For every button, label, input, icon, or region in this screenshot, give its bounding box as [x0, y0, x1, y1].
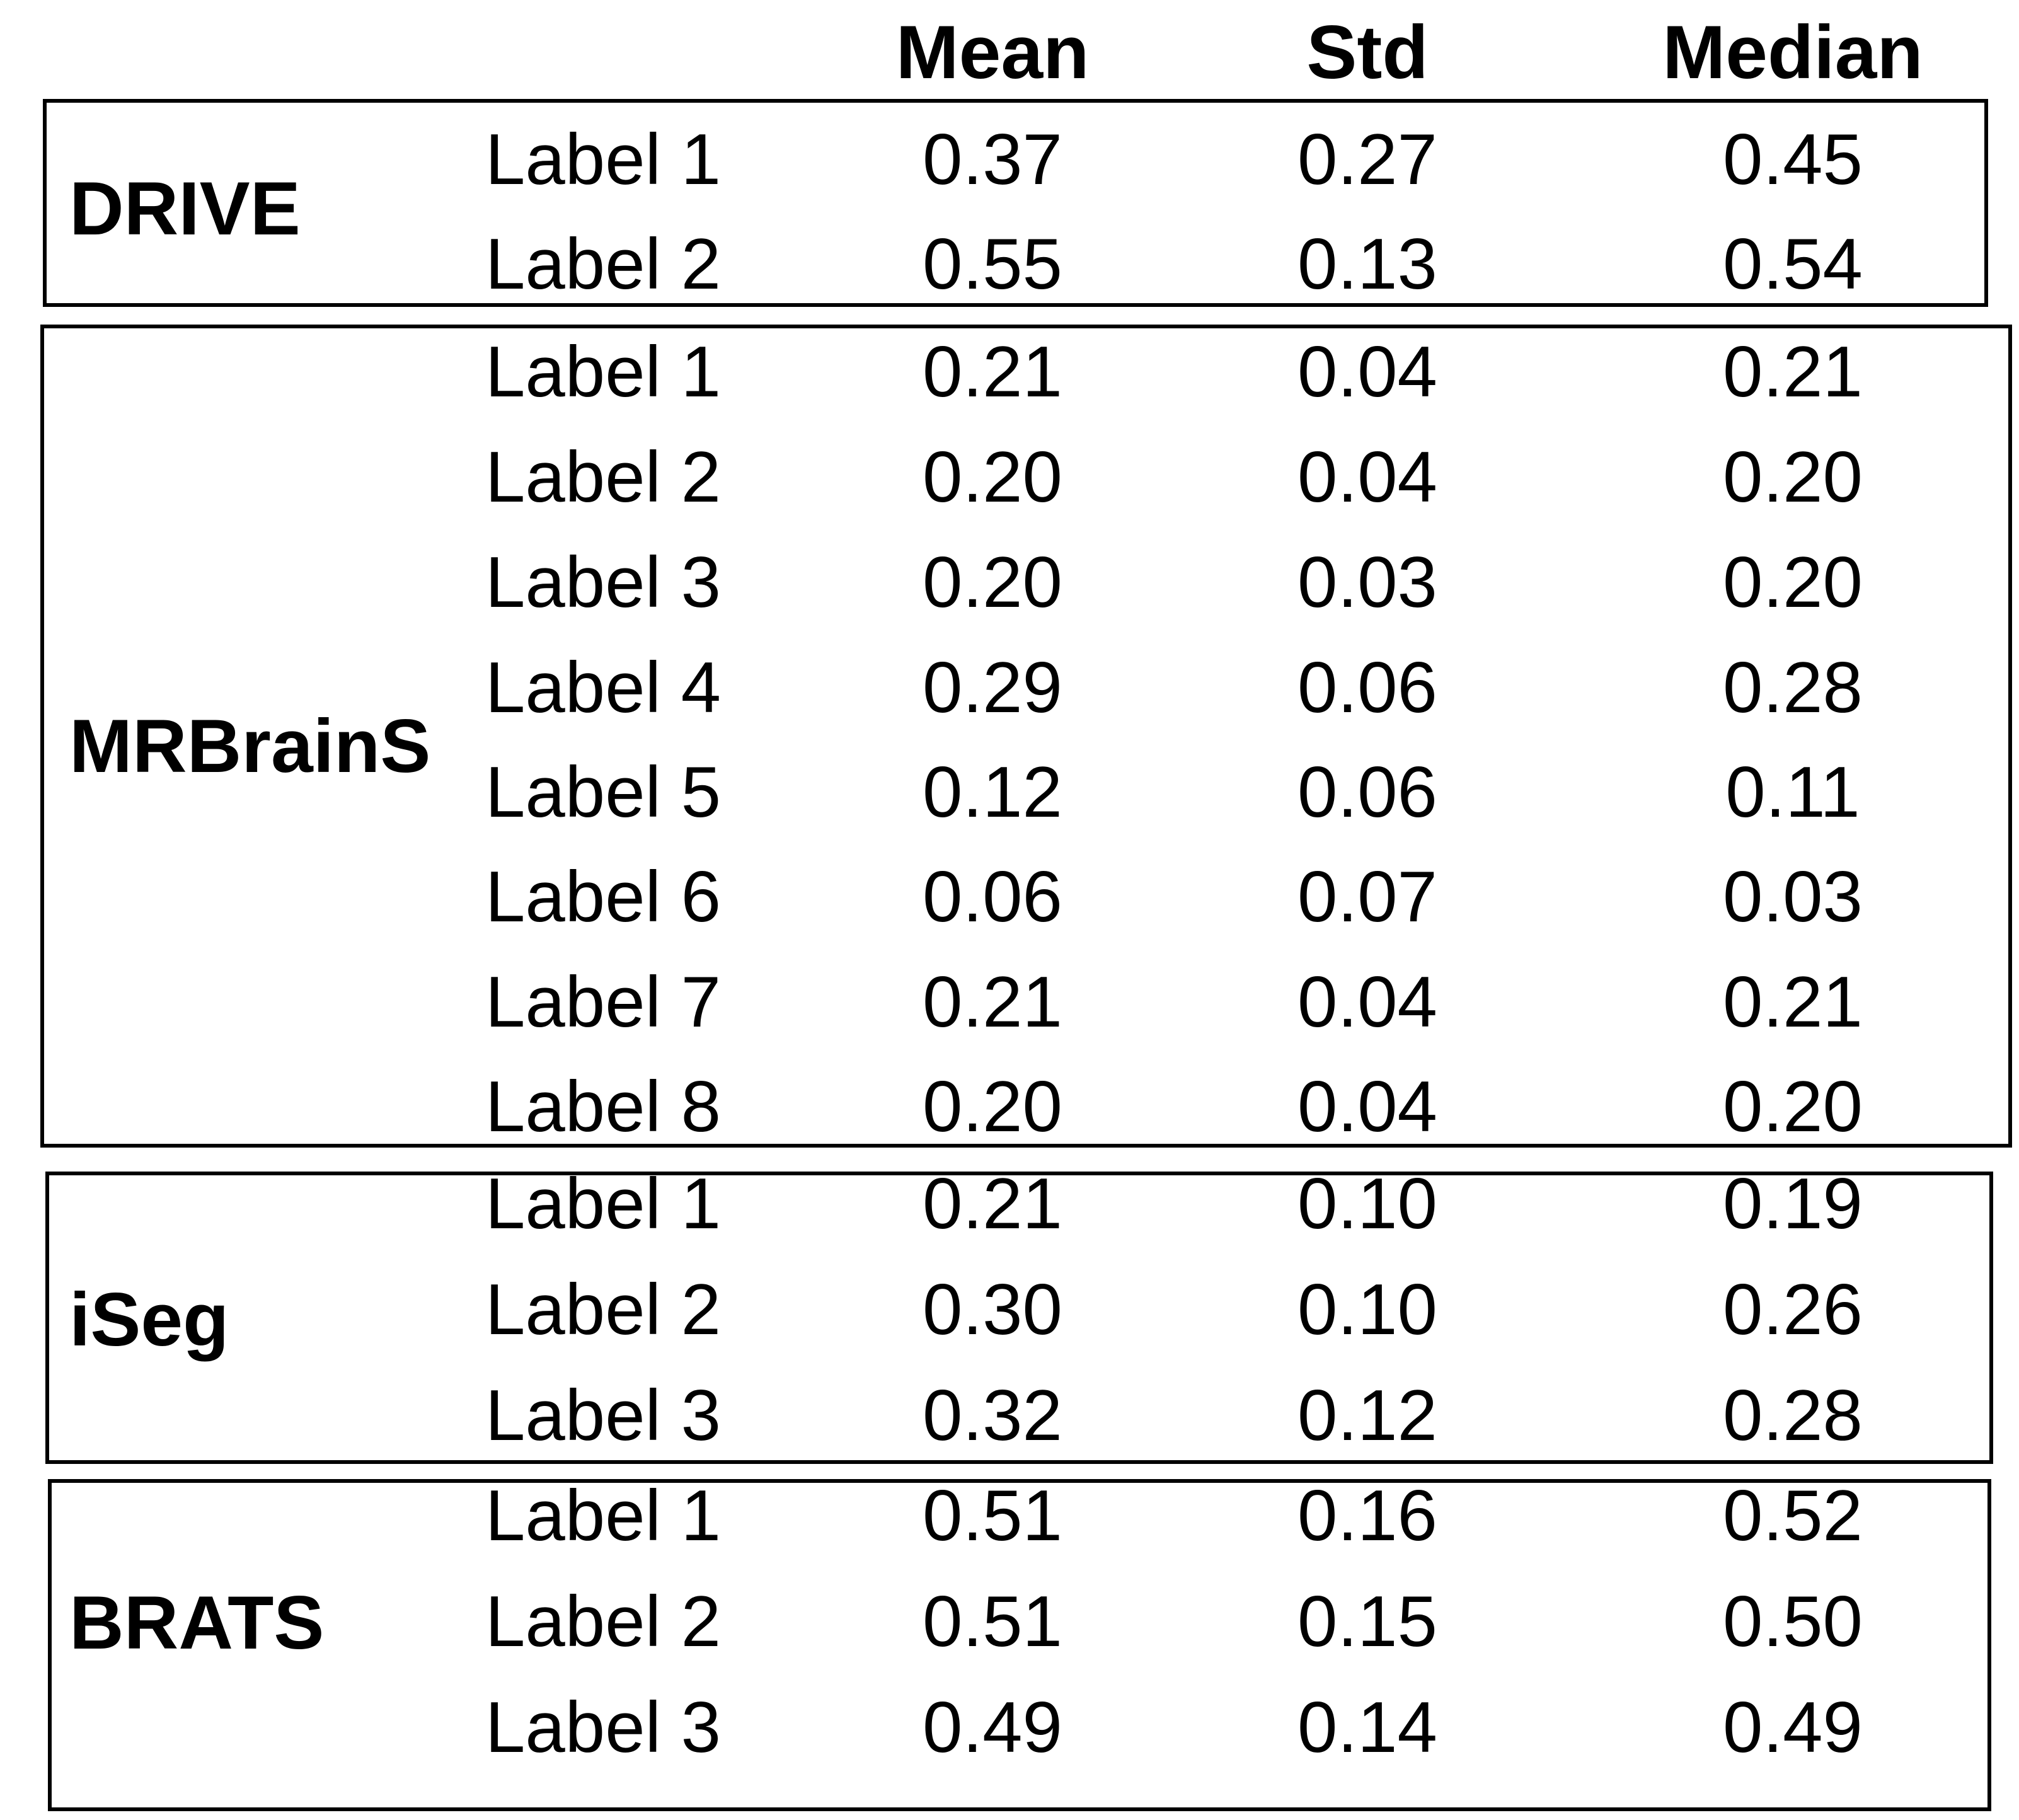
row-label-cell: Label 2	[485, 224, 722, 304]
mean-value: 0.20	[923, 543, 1062, 623]
median-value: 0.45	[1723, 120, 1863, 200]
median-value: 0.50	[1723, 1582, 1863, 1662]
std-value: 0.04	[1297, 332, 1437, 412]
dataset-name-drive: DRIVE	[69, 166, 301, 251]
median-value: 0.11	[1725, 752, 1860, 832]
std-value: 0.13	[1297, 224, 1437, 304]
row-label-cell: Label 3	[485, 543, 722, 623]
table-row: Label 1 0.21 0.10 0.19	[0, 1152, 2019, 1257]
table-row: Label 5 0.12 0.06 0.11	[0, 740, 2019, 845]
table-row: Label 8 0.20 0.04 0.20	[0, 1055, 2019, 1160]
group-box-iseg	[45, 1172, 1993, 1464]
row-label-cell: Label 5	[485, 752, 722, 832]
table-row: Label 2 0.30 0.10 0.26	[0, 1258, 2019, 1362]
median-value: 0.20	[1723, 543, 1863, 623]
row-label-cell: Label 2	[485, 1270, 722, 1350]
median-value: 0.21	[1723, 962, 1863, 1042]
dataset-name-iseg: iSeg	[69, 1277, 229, 1362]
median-value: 0.28	[1723, 648, 1863, 728]
column-header-std: Std	[1306, 10, 1429, 95]
row-label-cell: Label 1	[485, 1164, 722, 1244]
median-value: 0.03	[1723, 857, 1863, 937]
mean-value: 0.29	[923, 648, 1062, 728]
median-value: 0.20	[1723, 1067, 1863, 1147]
group-box-mrbrains	[40, 325, 2012, 1148]
median-value: 0.49	[1723, 1688, 1863, 1768]
dataset-name-mrbrains: MRBrainS	[69, 704, 431, 788]
std-value: 0.03	[1297, 543, 1437, 623]
mean-value: 0.21	[923, 962, 1062, 1042]
median-value: 0.54	[1723, 224, 1863, 304]
median-value: 0.26	[1723, 1270, 1863, 1350]
group-box-brats	[48, 1479, 1991, 1811]
mean-value: 0.49	[923, 1688, 1062, 1768]
std-value: 0.27	[1297, 120, 1437, 200]
std-value: 0.10	[1297, 1164, 1437, 1244]
table-row: Label 6 0.06 0.07 0.03	[0, 845, 2019, 950]
row-label-cell: Label 1	[485, 1476, 722, 1556]
mean-value: 0.21	[923, 332, 1062, 412]
table-row: Label 2 0.51 0.15 0.50	[0, 1570, 2019, 1674]
std-value: 0.16	[1297, 1476, 1437, 1556]
median-value: 0.28	[1723, 1376, 1863, 1456]
table-row: Label 1 0.37 0.27 0.45	[0, 108, 2019, 212]
median-value: 0.52	[1723, 1476, 1863, 1556]
group-box-drive	[43, 99, 1988, 307]
table-row: Label 2 0.55 0.13 0.54	[0, 212, 2019, 317]
table-row: Label 3 0.20 0.03 0.20	[0, 531, 2019, 635]
std-value: 0.15	[1297, 1582, 1437, 1662]
std-value: 0.06	[1297, 752, 1437, 832]
std-value: 0.14	[1297, 1688, 1437, 1768]
mean-value: 0.12	[923, 752, 1062, 832]
table-row: Label 4 0.29 0.06 0.28	[0, 636, 2019, 740]
median-value: 0.19	[1723, 1164, 1863, 1244]
row-label-cell: Label 2	[485, 1582, 722, 1662]
table-row: Label 1 0.51 0.16 0.52	[0, 1464, 2019, 1569]
median-value: 0.20	[1723, 437, 1863, 517]
std-value: 0.06	[1297, 648, 1437, 728]
mean-value: 0.06	[923, 857, 1062, 937]
row-label-cell: Label 3	[485, 1688, 722, 1768]
std-value: 0.04	[1297, 962, 1437, 1042]
mean-value: 0.51	[923, 1476, 1062, 1556]
row-label-cell: Label 4	[485, 648, 722, 728]
mean-value: 0.32	[923, 1376, 1062, 1456]
mean-value: 0.55	[923, 224, 1062, 304]
mean-value: 0.20	[923, 437, 1062, 517]
mean-value: 0.20	[923, 1067, 1062, 1147]
row-label-cell: Label 1	[485, 332, 722, 412]
std-value: 0.10	[1297, 1270, 1437, 1350]
row-label-cell: Label 6	[485, 857, 722, 937]
mean-value: 0.37	[923, 120, 1062, 200]
row-label-cell: Label 3	[485, 1376, 722, 1456]
std-value: 0.04	[1297, 437, 1437, 517]
mean-value: 0.51	[923, 1582, 1062, 1662]
table-row: Label 2 0.20 0.04 0.20	[0, 425, 2019, 530]
median-value: 0.21	[1723, 332, 1863, 412]
row-label-cell: Label 2	[485, 437, 722, 517]
row-label-cell: Label 8	[485, 1067, 722, 1147]
std-value: 0.07	[1297, 857, 1437, 937]
column-header-median: Median	[1662, 10, 1923, 95]
row-label-cell: Label 1	[485, 120, 722, 200]
table-row: Label 7 0.21 0.04 0.21	[0, 950, 2019, 1055]
mean-value: 0.21	[923, 1164, 1062, 1244]
std-value: 0.12	[1297, 1376, 1437, 1456]
row-label-cell: Label 7	[485, 962, 722, 1042]
column-header-mean: Mean	[895, 10, 1090, 95]
table-row: Label 3 0.49 0.14 0.49	[0, 1676, 2019, 1780]
dataset-name-brats: BRATS	[69, 1581, 325, 1665]
table-row: Label 1 0.21 0.04 0.21	[0, 320, 2019, 425]
table-row: Label 3 0.32 0.12 0.28	[0, 1364, 2019, 1468]
mean-value: 0.30	[923, 1270, 1062, 1350]
std-value: 0.04	[1297, 1067, 1437, 1147]
